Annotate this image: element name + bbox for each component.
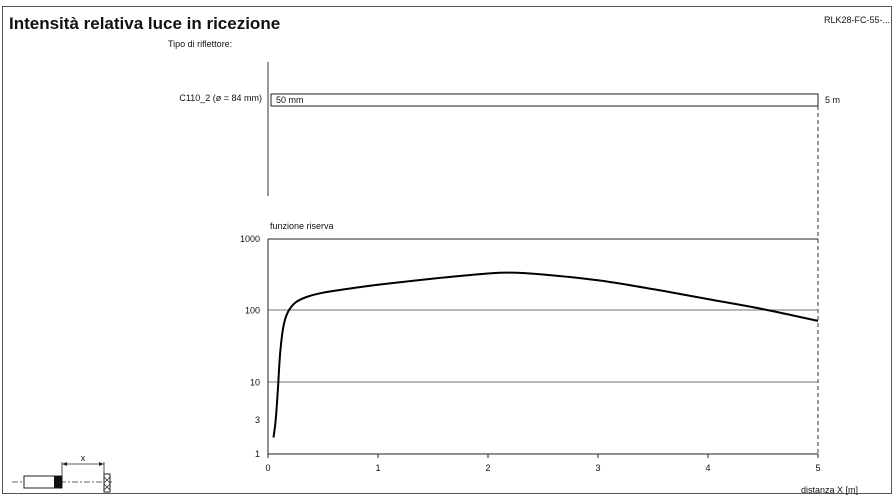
y-tick-label: 1 [255, 449, 260, 459]
x-tick-label: 4 [705, 463, 710, 473]
reflector-min-label: 50 mm [276, 95, 304, 105]
y-tick-label: 100 [245, 306, 260, 316]
page-title: Intensità relativa luce in ricezione [9, 14, 281, 33]
sensor-lens [54, 476, 62, 488]
y-tick-label: 10 [250, 377, 260, 387]
product-code: RLK28-FC-55-... [823, 15, 890, 25]
reflector-heading: Tipo di riflettore: [168, 39, 232, 49]
reflector-name: C110_2 (ø = 84 mm) [179, 93, 262, 103]
y-tick-labels: 1 3 10 100 1000 [240, 234, 260, 459]
x-axis-label: distanza X [m] [801, 485, 858, 495]
y-tick-label: 3 [255, 415, 260, 425]
series-line [272, 271, 819, 438]
reflector-range-bar [270, 93, 819, 107]
x-tick-label: 2 [485, 463, 490, 473]
chart-title: funzione riserva [270, 221, 334, 231]
x-tick-label: 1 [375, 463, 380, 473]
distance-label: x [81, 453, 86, 463]
x-tick-labels: 0 1 2 3 4 5 [265, 454, 821, 473]
figure-frame [2, 6, 892, 494]
y-tick-label: 1000 [240, 234, 260, 244]
x-tick-label: 3 [595, 463, 600, 473]
x-tick-label: 0 [265, 463, 270, 473]
x-tick-label: 5 [815, 463, 820, 473]
reflector-max-label: 5 m [825, 95, 840, 105]
sensor-reflector-diagram: x [12, 453, 112, 493]
